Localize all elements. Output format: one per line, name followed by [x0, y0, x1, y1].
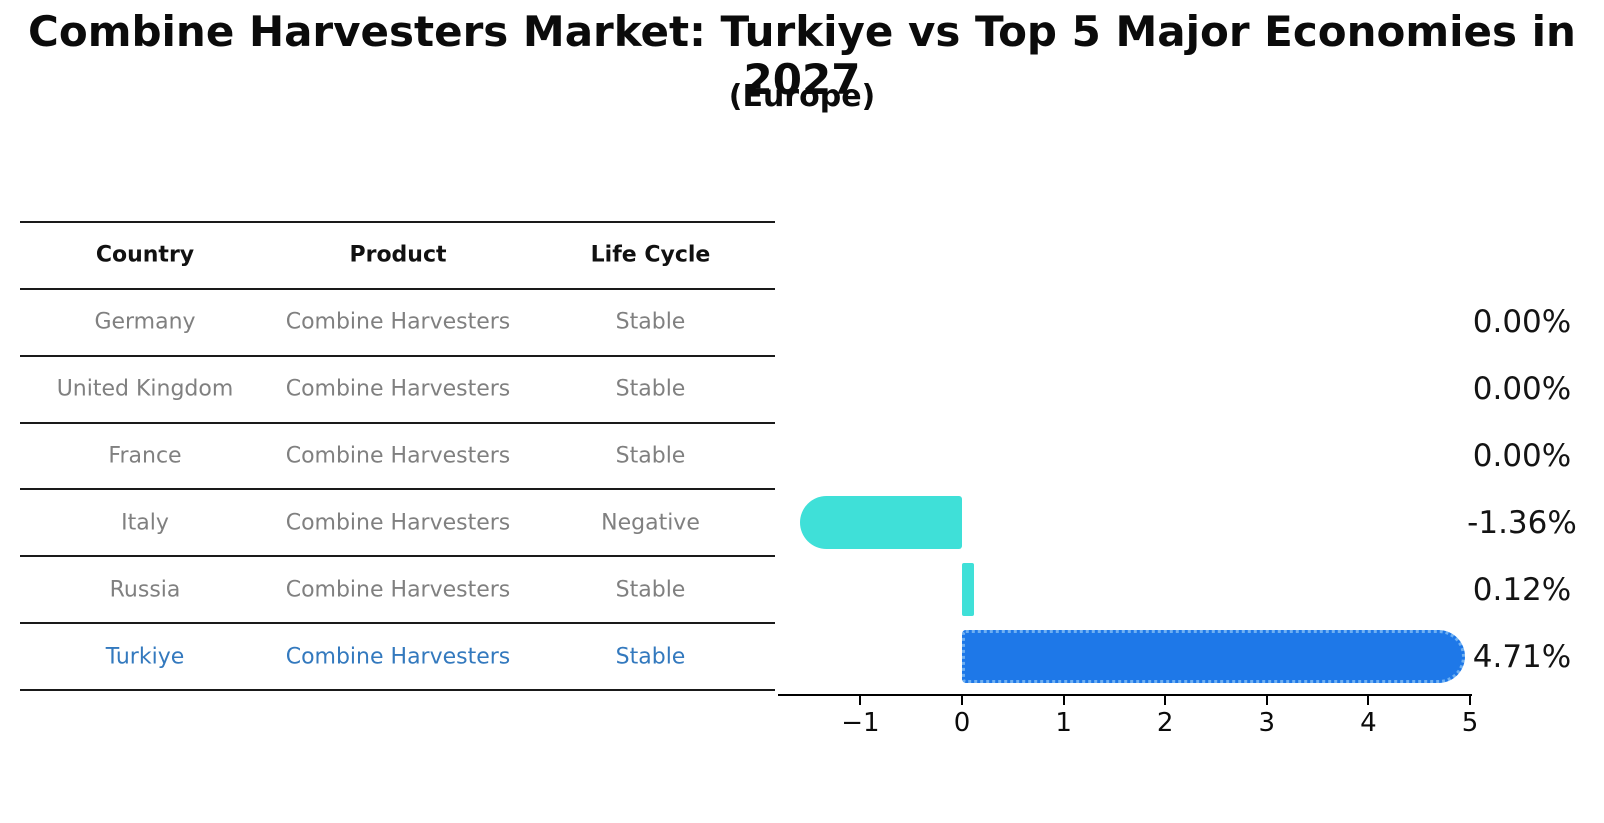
- x-axis-tick: [1164, 696, 1167, 705]
- x-axis-tick-label: 1: [1055, 708, 1072, 738]
- country-cell-united-kingdom: United Kingdom: [56, 376, 234, 402]
- product-cell-russia: Combine Harvesters: [285, 577, 511, 603]
- table-row-divider: [20, 287, 775, 290]
- country-cell-germany: Germany: [94, 309, 196, 335]
- table-row-divider: [20, 488, 775, 491]
- x-axis-tick: [961, 696, 963, 705]
- life-cycle-cell-germany: Stable: [615, 309, 686, 335]
- table-header-country: Country: [95, 242, 195, 268]
- life-cycle-cell-united-kingdom: Stable: [615, 376, 686, 402]
- table-header-life-cycle: Life Cycle: [590, 242, 711, 268]
- x-axis-tick: [1265, 696, 1268, 705]
- country-cell-russia: Russia: [109, 577, 181, 603]
- life-cycle-cell-france: Stable: [615, 443, 686, 469]
- x-axis-tick-label: 0: [953, 708, 971, 738]
- product-cell-united-kingdom: Combine Harvesters: [285, 376, 511, 402]
- x-axis-tick-label: 4: [1360, 708, 1377, 738]
- value-label-germany: 0.00%: [1472, 304, 1572, 341]
- bar-italy: [799, 496, 962, 550]
- x-axis-tick: [1367, 696, 1370, 705]
- value-label-turkiye: 4.71%: [1472, 638, 1572, 675]
- x-axis-tick-label: 5: [1461, 708, 1479, 738]
- country-cell-france: France: [108, 443, 182, 469]
- value-label-italy: -1.36%: [1467, 504, 1577, 541]
- table-header-product: Product: [349, 242, 447, 268]
- table-row-divider: [20, 622, 775, 625]
- country-cell-italy: Italy: [121, 510, 169, 536]
- table-row-divider: [20, 688, 775, 691]
- table-row-divider: [20, 421, 775, 424]
- value-label-united-kingdom: 0.00%: [1472, 371, 1572, 408]
- product-cell-italy: Combine Harvesters: [285, 510, 511, 536]
- table-row-divider: [20, 354, 775, 357]
- table-row-divider: [20, 555, 775, 558]
- x-axis-tick: [859, 696, 862, 705]
- x-axis-line: [778, 694, 1472, 696]
- x-axis-tick: [1062, 696, 1065, 705]
- life-cycle-cell-turkiye: Stable: [615, 644, 686, 670]
- bar-turkiye: [962, 630, 1465, 684]
- value-label-france: 0.00%: [1472, 437, 1572, 474]
- life-cycle-cell-italy: Negative: [601, 510, 700, 536]
- chart-title: Combine Harvesters Market: Turkiye vs To…: [28, 7, 1576, 104]
- life-cycle-cell-russia: Stable: [615, 577, 686, 603]
- product-cell-germany: Combine Harvesters: [285, 309, 511, 335]
- x-axis-tick-label: 3: [1258, 708, 1276, 738]
- x-axis-tick: [1469, 696, 1471, 705]
- country-cell-turkiye: Turkiye: [105, 644, 185, 670]
- bar-russia: [962, 563, 975, 617]
- chart-subtitle: (Europe): [728, 79, 876, 114]
- value-label-russia: 0.12%: [1472, 571, 1572, 608]
- x-axis-tick-label: −1: [841, 708, 880, 738]
- x-axis-tick-label: 2: [1156, 708, 1174, 738]
- table-row-divider: [20, 221, 775, 223]
- product-cell-turkiye: Combine Harvesters: [285, 644, 511, 670]
- product-cell-france: Combine Harvesters: [285, 443, 511, 469]
